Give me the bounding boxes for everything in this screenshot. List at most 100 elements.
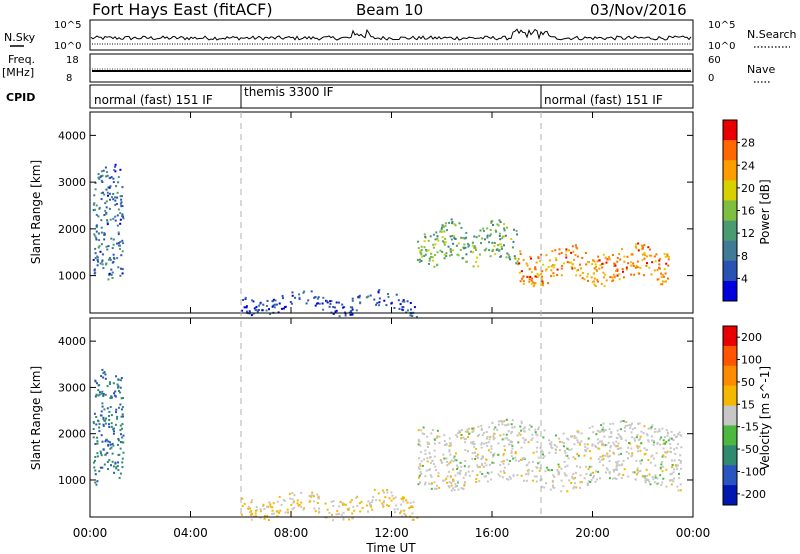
range-cell (317, 497, 320, 500)
range-cell (325, 300, 328, 303)
range-cell (449, 254, 451, 257)
range-cell (100, 434, 103, 437)
range-cell (501, 237, 504, 240)
range-cell (504, 449, 506, 452)
range-cell (121, 466, 124, 469)
range-cell (255, 506, 258, 508)
range-cell (313, 296, 316, 299)
range-cell (517, 441, 520, 444)
range-cell (621, 268, 624, 271)
range-cell (452, 487, 455, 490)
range-cell (660, 436, 663, 439)
range-cell (604, 454, 607, 457)
range-cell (547, 282, 550, 285)
range-cell (480, 442, 483, 445)
range-cell (636, 434, 639, 437)
range-cell (603, 285, 606, 287)
range-cell (450, 253, 453, 256)
range-cell (534, 266, 537, 269)
colorbar-segment (723, 240, 737, 262)
range-cell (106, 385, 109, 388)
range-cell (627, 262, 630, 265)
range-cell (361, 507, 364, 509)
range-cell (605, 279, 608, 282)
range-cell (551, 250, 554, 253)
range-cell (110, 422, 113, 425)
range-cell (92, 203, 95, 206)
range-cell (120, 415, 123, 418)
range-cell (110, 414, 113, 417)
range-cell (120, 254, 123, 257)
range-cell (560, 251, 563, 254)
range-cell (618, 253, 621, 255)
range-cell (453, 455, 456, 458)
range-cell (432, 463, 435, 465)
range-cell (584, 252, 587, 254)
range-cell (455, 433, 458, 436)
range-cell (654, 474, 657, 477)
range-cell (480, 443, 483, 446)
range-cell (112, 260, 115, 263)
range-cell (589, 457, 592, 460)
range-cell (645, 478, 648, 481)
range-cell (675, 465, 678, 468)
range-cell (372, 495, 375, 498)
range-cell (101, 440, 104, 443)
range-cell (516, 260, 519, 263)
range-cell (585, 472, 588, 475)
colorbar-segment (723, 200, 737, 221)
range-cell (523, 457, 526, 460)
range-cell (499, 243, 502, 246)
range-cell (100, 231, 103, 234)
range-cell (94, 188, 97, 191)
range-cell (640, 244, 643, 247)
range-cell (424, 481, 427, 484)
range-cell (446, 464, 449, 466)
range-cell (674, 452, 677, 455)
colorbar-tick-label: -15 (741, 421, 759, 434)
range-cell (412, 501, 415, 504)
range-cell (643, 274, 645, 277)
range-cell (277, 311, 280, 314)
range-cell (416, 516, 419, 519)
range-cell (602, 253, 605, 256)
range-cell (513, 426, 516, 429)
range-cell (462, 246, 465, 249)
range-cell (457, 432, 460, 435)
range-cell (112, 428, 115, 431)
range-cell (427, 239, 430, 242)
range-cell (250, 514, 253, 517)
range-cell (612, 441, 615, 444)
range-cell (121, 250, 124, 253)
range-cell (450, 459, 453, 462)
range-cell (92, 209, 95, 212)
range-cell (656, 278, 659, 281)
range-cell (115, 411, 117, 414)
range-cell (640, 442, 643, 445)
range-cell (115, 185, 118, 188)
range-cell (499, 232, 502, 235)
range-cell (518, 271, 521, 274)
range-cell (118, 390, 120, 392)
range-cell (598, 440, 601, 443)
range-cell (459, 249, 462, 251)
range-cell (510, 423, 513, 426)
colorbar-tick-label: 12 (741, 227, 755, 240)
range-cell (516, 233, 519, 236)
range-cell (495, 248, 498, 251)
range-cell (375, 499, 378, 502)
range-cell (631, 422, 633, 425)
ytick-label: 4000 (58, 129, 86, 142)
range-cell (496, 428, 499, 431)
range-cell (475, 478, 478, 481)
range-cell (336, 510, 339, 513)
range-cell (498, 235, 501, 237)
range-cell (399, 512, 402, 514)
range-cell (395, 293, 398, 296)
range-cell (94, 379, 97, 382)
range-cell (290, 503, 293, 506)
range-cell (480, 242, 482, 245)
range-cell (547, 266, 550, 268)
range-cell (510, 432, 513, 435)
range-cell (273, 303, 276, 306)
